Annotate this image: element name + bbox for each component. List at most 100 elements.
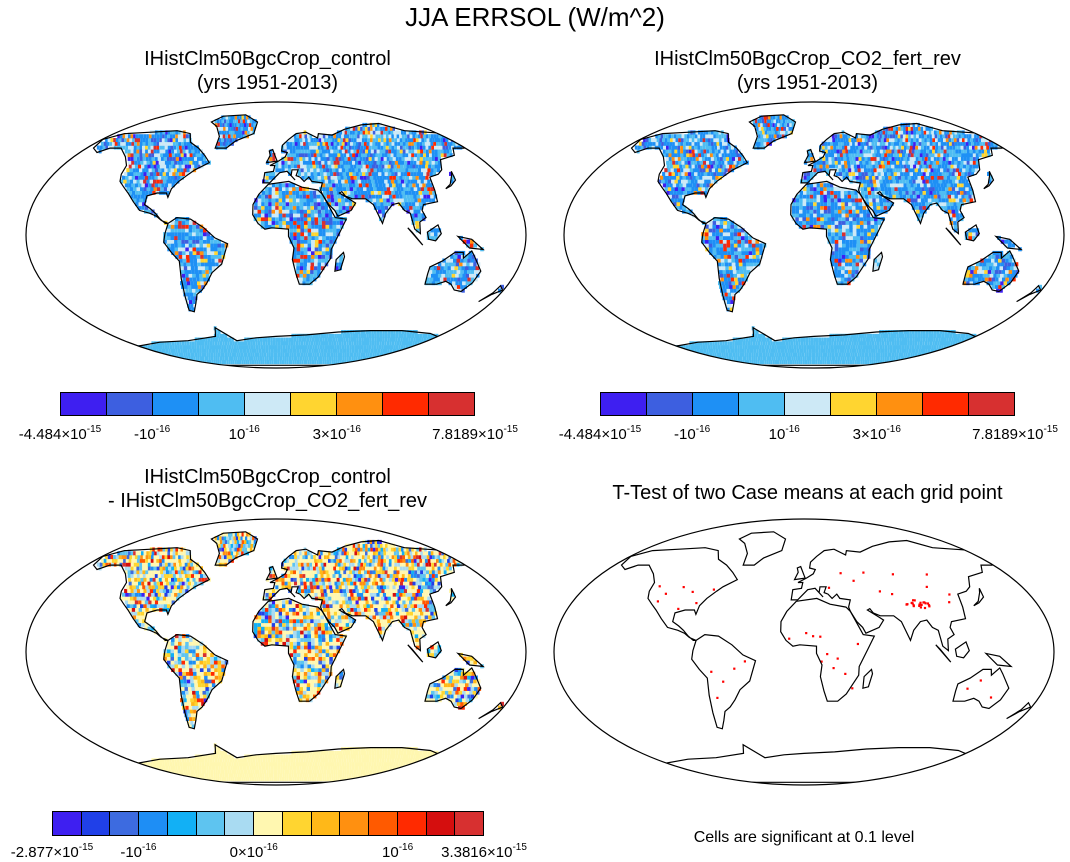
grid-cell <box>289 149 293 154</box>
grid-cell <box>410 160 414 165</box>
grid-cell <box>196 250 200 255</box>
grid-cell <box>980 269 985 274</box>
grid-cell <box>241 360 244 365</box>
grid-cell <box>659 356 663 361</box>
grid-cell <box>306 198 310 203</box>
grid-cell <box>282 224 286 229</box>
grid-cell <box>306 145 310 150</box>
grid-cell <box>659 352 662 357</box>
grid-cell <box>183 352 186 357</box>
grid-cell <box>729 284 733 289</box>
grid-cell <box>146 360 149 365</box>
grid-cell <box>438 134 442 139</box>
grid-cell <box>344 333 348 338</box>
grid-cell <box>335 183 339 188</box>
grid-cell <box>894 341 897 346</box>
grid-cell <box>234 130 237 135</box>
grid-cell <box>795 217 799 222</box>
grid-cell <box>342 356 345 361</box>
grid-cell <box>867 243 871 248</box>
grid-cell <box>359 138 362 143</box>
grid-cell <box>187 145 191 150</box>
grid-cell <box>903 352 906 357</box>
grid-cell <box>268 190 272 195</box>
grid-cell <box>952 341 956 346</box>
grid-cell <box>178 130 181 135</box>
grid-cell <box>382 198 387 203</box>
grid-cell <box>922 356 925 361</box>
grid-cell <box>998 254 1003 259</box>
grid-cell <box>970 269 974 274</box>
grid-cell <box>178 247 182 252</box>
grid-cell <box>877 217 882 222</box>
grid-cell <box>179 341 182 346</box>
grid-cell <box>716 250 720 255</box>
grid-cell <box>310 168 314 173</box>
grid-cell <box>193 356 196 361</box>
grid-cell <box>254 337 258 342</box>
grid-cell <box>929 356 932 361</box>
grid-cell <box>716 352 719 357</box>
grid-cell <box>458 273 463 278</box>
grid-cell <box>285 348 288 353</box>
grid-cell <box>843 341 847 346</box>
grid-cell <box>185 220 189 225</box>
grid-cell <box>445 145 449 150</box>
grid-cell <box>206 232 211 237</box>
grid-cell <box>940 356 943 361</box>
grid-cell <box>341 202 346 207</box>
grid-cell <box>718 348 721 353</box>
grid-cell <box>353 341 357 346</box>
grid-cell <box>150 145 154 150</box>
grid-cell <box>921 345 925 350</box>
grid-cell <box>720 348 723 353</box>
grid-cell <box>975 232 980 237</box>
grid-cell <box>409 333 412 338</box>
grid-cell <box>776 345 780 350</box>
grid-cell <box>294 360 297 365</box>
grid-cell <box>746 266 750 271</box>
grid-cell <box>423 337 427 342</box>
grid-cell <box>325 183 329 188</box>
grid-cell <box>723 224 727 229</box>
grid-cell <box>708 232 713 237</box>
grid-cell <box>213 356 216 361</box>
grid-cell <box>385 160 389 165</box>
grid-cell <box>430 141 434 146</box>
grid-cell <box>342 130 345 135</box>
grid-cell <box>722 341 725 346</box>
grid-cell <box>955 209 959 214</box>
grid-cell <box>371 156 375 161</box>
grid-cell <box>944 360 947 365</box>
grid-cell <box>324 179 329 184</box>
grid-cell <box>192 160 196 165</box>
grid-cell <box>282 213 286 218</box>
grid-cell <box>736 288 740 293</box>
grid-cell <box>293 213 297 218</box>
grid-cell <box>701 239 705 244</box>
grid-cell <box>656 352 660 357</box>
grid-cell <box>930 337 934 342</box>
grid-cell <box>188 156 191 161</box>
grid-cell <box>192 348 195 353</box>
grid-cell <box>753 330 756 335</box>
grid-cell <box>923 348 926 353</box>
grid-cell <box>192 228 196 233</box>
grid-cell <box>877 345 880 350</box>
grid-cell <box>164 183 169 188</box>
grid-cell <box>217 122 220 127</box>
grid-cell <box>359 134 363 139</box>
grid-cell <box>423 171 427 176</box>
grid-cell <box>139 356 142 361</box>
grid-cell <box>651 348 654 353</box>
grid-cell <box>167 168 171 173</box>
grid-cell <box>198 160 202 165</box>
grid-cell <box>153 171 157 176</box>
grid-cell <box>719 352 722 357</box>
grid-cell <box>823 205 828 210</box>
grid-cell <box>755 330 759 335</box>
grid-cell <box>709 220 713 225</box>
grid-cell <box>211 360 214 365</box>
grid-cell <box>315 160 319 165</box>
grid-cell <box>392 348 395 353</box>
